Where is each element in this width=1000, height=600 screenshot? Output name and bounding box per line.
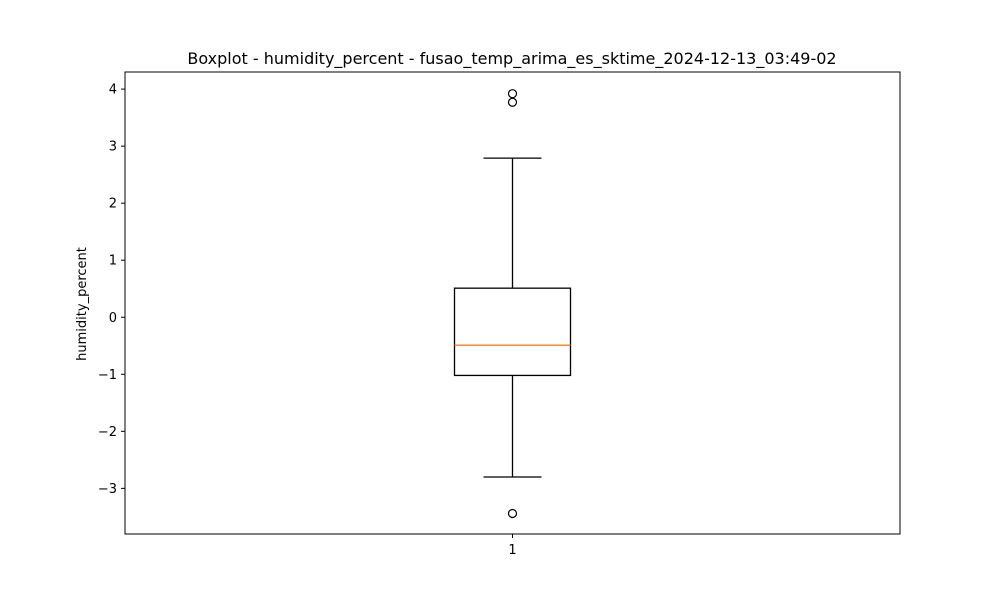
outlier-point [507,89,518,99]
y-tick-label: 0 [109,311,117,326]
iqr-box [453,287,572,377]
outlier-point [507,508,518,519]
plot-area [453,89,572,519]
x-tick-label: 1 [508,543,516,558]
box-group [453,89,572,519]
y-tick-label: −2 [98,425,117,440]
y-axis-label: humidity_percent [75,247,90,361]
y-tick-label: 2 [109,197,117,212]
axes: −3 −2 −1 0 1 2 3 4 1 [98,83,517,558]
y-tick-label: −3 [98,482,117,497]
outlier-point [507,97,518,107]
chart-title: Boxplot - humidity_percent - fusao_temp_… [187,49,836,69]
y-tick-label: −1 [98,368,117,383]
y-tick-label: 3 [109,140,117,155]
y-tick-label: 4 [109,83,117,98]
y-tick-label: 1 [109,254,117,269]
